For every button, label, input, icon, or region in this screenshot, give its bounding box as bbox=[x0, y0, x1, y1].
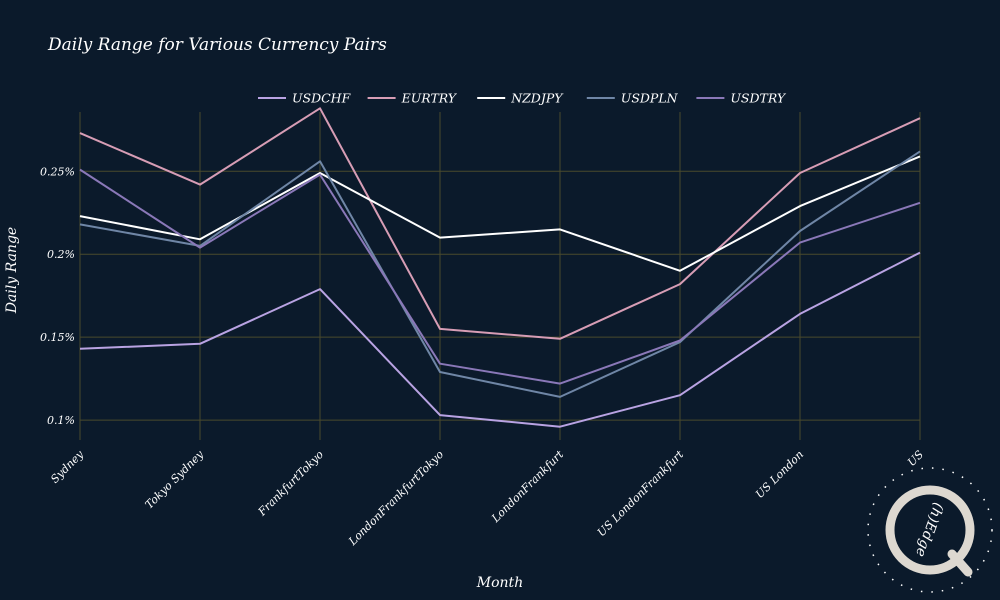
y-axis-label: Daily Range bbox=[4, 227, 20, 314]
legend: USDCHF EURTRY NZDJPY USDPLN USDTRY bbox=[258, 91, 787, 106]
chart-title: Daily Range for Various Currency Pairs bbox=[47, 35, 387, 55]
x-tick-label: US bbox=[905, 448, 926, 469]
legend-label: NZDJPY bbox=[510, 91, 564, 106]
series-layer bbox=[79, 107, 921, 428]
series-line-usdpln bbox=[79, 150, 921, 398]
watermark-text: (h)Edge bbox=[912, 500, 946, 558]
series-line-eurtry bbox=[79, 107, 921, 340]
legend-label: EURTRY bbox=[401, 91, 458, 106]
x-axis-label: Month bbox=[476, 575, 523, 591]
x-tick-label: Tokyo Sydney bbox=[143, 447, 207, 511]
legend-item-nzdjpy: NZDJPY bbox=[477, 91, 564, 106]
y-axis-ticks: 0.1% 0.15% 0.2% 0.25% bbox=[40, 165, 75, 427]
legend-label: USDCHF bbox=[292, 91, 352, 106]
series-line-usdtry bbox=[79, 168, 921, 385]
watermark-tail bbox=[947, 549, 973, 577]
watermark-ring bbox=[885, 485, 975, 575]
legend-item-eurtry: EURTRY bbox=[367, 91, 458, 106]
legend-item-usdtry: USDTRY bbox=[696, 91, 787, 106]
x-tick-label: US London bbox=[753, 448, 806, 501]
legend-item-usdpln: USDPLN bbox=[586, 91, 679, 106]
y-tick-label: 0.2% bbox=[47, 248, 75, 261]
x-tick-label: LondonFrankfurtTokyo bbox=[345, 448, 446, 549]
x-tick-label: US LondonFrankfurt bbox=[595, 448, 687, 540]
y-tick-label: 0.15% bbox=[40, 331, 75, 344]
x-tick-label: LondonFrankfurt bbox=[488, 448, 566, 526]
y-tick-label: 0.1% bbox=[47, 414, 75, 427]
series-line-usdchf bbox=[79, 251, 921, 428]
vertical-grid bbox=[79, 112, 921, 440]
x-tick-label: FrankfurtTokyo bbox=[255, 448, 326, 519]
series-line-nzdjpy bbox=[79, 155, 921, 272]
watermark-logo: (h)Edge bbox=[867, 467, 993, 593]
legend-label: USDTRY bbox=[730, 91, 786, 106]
watermark-dotted-ring bbox=[867, 467, 993, 593]
y-tick-label: 0.25% bbox=[40, 165, 75, 178]
legend-label: USDPLN bbox=[621, 91, 679, 106]
x-axis-ticks: Sydney Tokyo Sydney FrankfurtTokyo LondonFr… bbox=[48, 447, 926, 548]
legend-item-usdchf: USDCHF bbox=[258, 91, 352, 106]
x-tick-label: Sydney bbox=[48, 447, 86, 485]
